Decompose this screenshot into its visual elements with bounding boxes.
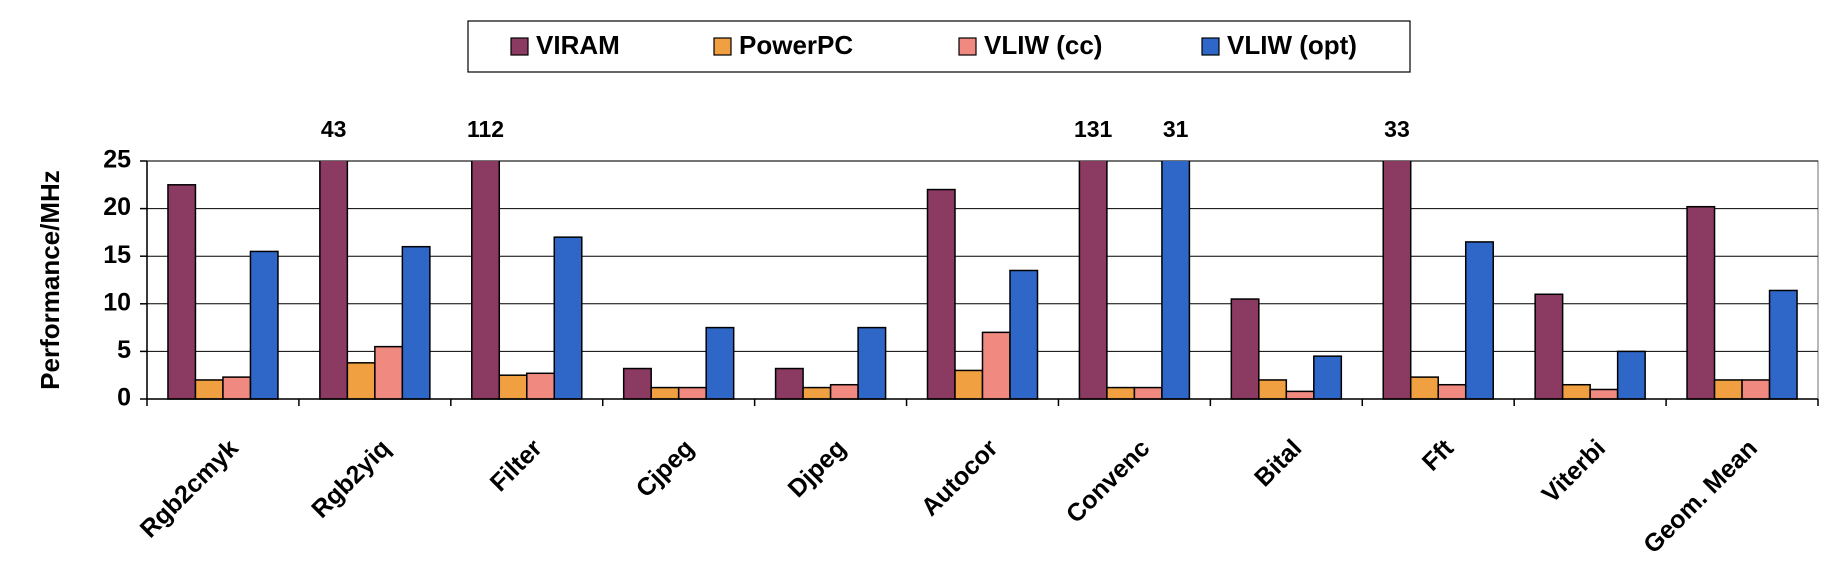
bar — [222, 376, 252, 400]
bar — [857, 326, 887, 400]
bar — [498, 374, 528, 400]
bar — [1285, 390, 1315, 400]
bar — [774, 367, 804, 400]
y-tick-label: 15 — [103, 241, 131, 269]
x-tick-label: Geom. Mean — [1638, 434, 1763, 559]
bar — [926, 188, 956, 400]
legend-label: VLIW (cc) — [984, 30, 1102, 60]
legend-label: VLIW (opt) — [1227, 30, 1357, 60]
x-tick-label: Rgb2yiq — [306, 434, 396, 524]
x-tick-label: Autocor — [916, 434, 1004, 522]
bar — [1382, 161, 1412, 400]
bar — [1409, 376, 1439, 400]
legend-swatch — [510, 37, 529, 56]
legend-swatch — [958, 37, 977, 56]
bar — [1230, 298, 1260, 400]
bar — [1589, 388, 1619, 400]
legend-label: VIRAM — [536, 30, 620, 60]
value-label: 131 — [1074, 116, 1113, 142]
value-label: 43 — [321, 116, 347, 142]
bar — [1534, 293, 1564, 400]
y-tick-label: 5 — [117, 336, 131, 364]
y-tick-label: 20 — [103, 193, 131, 221]
bar — [981, 331, 1011, 400]
x-tick-label: Viterbi — [1537, 434, 1611, 508]
y-axis-label: Performance/MHz — [35, 170, 65, 390]
bar — [1106, 386, 1136, 400]
value-label: 112 — [467, 116, 504, 142]
y-tick-label: 25 — [103, 146, 131, 174]
bar — [526, 372, 556, 400]
x-tick-label: Djpeg — [783, 434, 852, 503]
bar — [319, 161, 349, 400]
legend-swatch — [713, 37, 732, 56]
bar — [1713, 379, 1743, 400]
x-tick-label: Filter — [485, 434, 548, 497]
bar — [677, 386, 707, 400]
bar — [1464, 241, 1494, 400]
value-label: 31 — [1163, 116, 1189, 142]
x-tick-label: Fft — [1417, 434, 1460, 477]
bar — [705, 326, 735, 400]
legend-box — [467, 20, 1411, 73]
y-tick-label: 10 — [103, 288, 131, 316]
bar — [829, 383, 859, 400]
bar — [1686, 205, 1716, 400]
bar — [374, 345, 404, 400]
legend-label: PowerPC — [739, 30, 853, 60]
bar — [954, 369, 984, 400]
x-tick-label: Convenc — [1061, 434, 1156, 529]
bar — [802, 386, 832, 400]
bar — [1313, 355, 1343, 400]
x-tick-label: Rgb2cmyk — [135, 434, 244, 543]
x-tick-label: Cjpeg — [631, 434, 700, 503]
bar — [401, 245, 431, 400]
bar — [249, 250, 279, 400]
bar — [1768, 289, 1798, 400]
bar — [1133, 386, 1163, 400]
bar — [1616, 350, 1646, 400]
bar — [1741, 379, 1771, 400]
bar — [194, 379, 224, 400]
bar — [1009, 269, 1039, 400]
bar — [167, 184, 197, 400]
bar — [553, 236, 583, 400]
bar — [650, 386, 680, 400]
bar — [1561, 383, 1591, 400]
bar — [1161, 161, 1191, 400]
value-label: 33 — [1384, 116, 1410, 142]
x-tick-label: Bital — [1249, 434, 1307, 492]
bar — [1437, 383, 1467, 400]
legend-swatch — [1201, 37, 1220, 56]
bar — [622, 367, 652, 400]
bar — [346, 362, 376, 400]
bar — [1258, 379, 1288, 400]
y-tick-label: 0 — [117, 384, 131, 412]
